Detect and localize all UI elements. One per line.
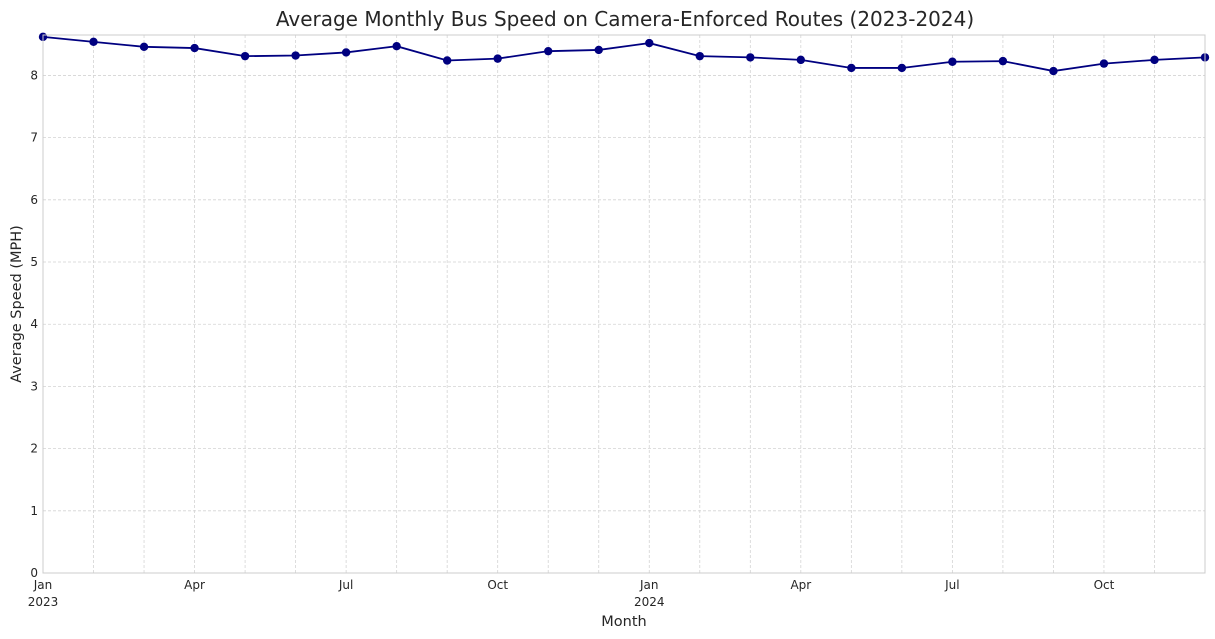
- data-point: [291, 51, 300, 60]
- series-layer: [38, 32, 1210, 76]
- data-point: [998, 56, 1008, 66]
- x-tick-label: Oct: [1094, 578, 1115, 592]
- y-axis-label: Average Speed (MPH): [9, 225, 25, 383]
- y-tick-label: 1: [30, 504, 38, 518]
- data-point: [746, 53, 755, 62]
- y-tick-label: 4: [30, 317, 38, 331]
- x-tick-label: Jan: [33, 578, 53, 592]
- data-point: [1150, 55, 1159, 65]
- data-point: [897, 63, 907, 73]
- grid: [42, 35, 1206, 574]
- x-tick-label: Apr: [184, 578, 205, 592]
- data-point: [341, 48, 351, 57]
- data-point: [594, 45, 603, 55]
- data-point: [1049, 66, 1058, 76]
- y-tick-label: 0: [30, 566, 38, 580]
- x-tick-year-label: 2024: [634, 595, 665, 609]
- chart-title: Average Monthly Bus Speed on Camera-Enfo…: [276, 7, 974, 31]
- plot-frame: [42, 34, 1206, 574]
- data-point: [544, 46, 553, 56]
- data-point: [493, 54, 502, 63]
- y-tick-label: 8: [30, 68, 38, 82]
- y-tick-label: 3: [30, 379, 38, 393]
- data-point: [139, 42, 149, 52]
- data-point: [442, 56, 452, 65]
- x-axis: Jan 2023 Apr Jul Oct Jan 2024 Apr Jul Oct: [28, 578, 1115, 609]
- series-line: [42, 35, 1206, 72]
- x-tick-label: Jul: [944, 578, 959, 592]
- data-point: [1099, 59, 1109, 68]
- y-tick-label: 6: [30, 193, 38, 207]
- data-point: [240, 51, 250, 61]
- x-tick-label: Oct: [487, 578, 508, 592]
- data-point: [796, 55, 806, 65]
- data-point: [392, 41, 401, 51]
- data-point: [948, 57, 957, 66]
- y-tick-label: 5: [30, 255, 38, 269]
- x-axis-label: Month: [601, 614, 646, 630]
- x-tick-year-label: 2023: [28, 595, 59, 609]
- data-point: [695, 51, 704, 61]
- data-point: [190, 43, 199, 53]
- data-point: [89, 37, 98, 47]
- y-axis: 0 1 2 3 4 5 6 7 8: [30, 68, 38, 580]
- x-tick-label: Jul: [338, 578, 353, 592]
- x-tick-label: Apr: [790, 578, 811, 592]
- data-point: [645, 38, 654, 48]
- y-tick-label: 7: [30, 131, 38, 145]
- data-point: [847, 63, 856, 73]
- y-tick-label: 2: [30, 442, 38, 456]
- x-tick-label: Jan: [639, 578, 659, 592]
